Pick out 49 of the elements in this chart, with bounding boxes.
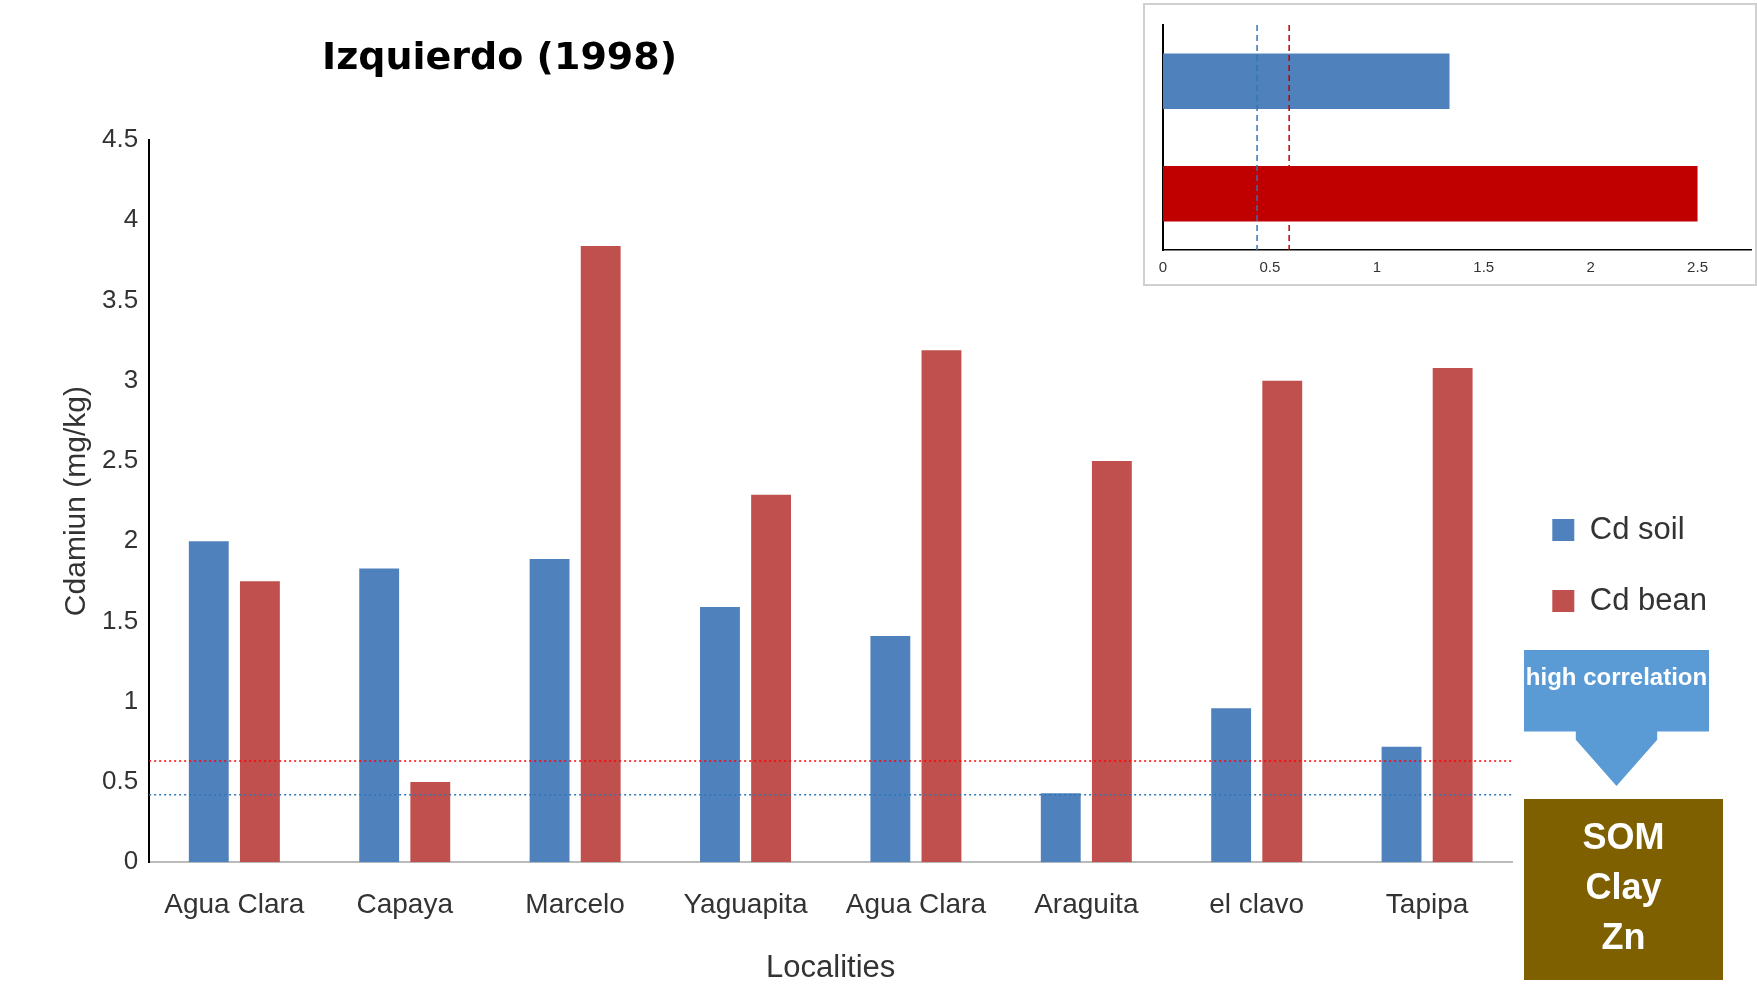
y-tick-label: 2 bbox=[123, 524, 139, 555]
x-tick-label: Capaya bbox=[356, 887, 454, 919]
bar bbox=[239, 581, 280, 863]
bar bbox=[1211, 708, 1252, 863]
text: Clay bbox=[1584, 865, 1663, 909]
x-tick-label: Agua Clara bbox=[845, 887, 987, 919]
bar bbox=[188, 541, 229, 863]
text: Zn bbox=[1600, 915, 1647, 959]
bar bbox=[751, 494, 792, 863]
x-tick-label: 0.5 bbox=[1259, 258, 1281, 276]
y-tick-label: 0 bbox=[123, 845, 139, 876]
x-tick-label: Yaguapita bbox=[683, 887, 808, 919]
bar bbox=[1432, 367, 1473, 863]
y-tick-label: 4 bbox=[123, 203, 139, 234]
y-tick-label: 4.5 bbox=[101, 123, 139, 154]
bar bbox=[1381, 746, 1422, 863]
bar bbox=[921, 350, 962, 863]
bar bbox=[1262, 380, 1303, 863]
y-tick-label: 0.5 bbox=[101, 765, 139, 796]
text: high correlation bbox=[1524, 662, 1709, 692]
bar bbox=[410, 781, 451, 863]
legend-label: Cd soil bbox=[1589, 510, 1685, 546]
y-tick-label: 1 bbox=[123, 684, 139, 715]
bar bbox=[1091, 460, 1132, 863]
x-tick-label: el clavo bbox=[1209, 887, 1305, 919]
x-tick-label: 1 bbox=[1372, 258, 1381, 276]
bar bbox=[359, 568, 400, 863]
bar bbox=[1040, 793, 1081, 863]
legend-label: Cd bean bbox=[1589, 581, 1708, 617]
x-tick-label: Tapipa bbox=[1385, 887, 1469, 919]
bar bbox=[870, 635, 911, 863]
x-tick-label: 2 bbox=[1586, 258, 1595, 276]
bar bbox=[529, 558, 570, 863]
chart-title: Izquierdo (1998) bbox=[322, 34, 678, 78]
x-tick-label: Araguita bbox=[1034, 887, 1139, 919]
y-tick-label: 2.5 bbox=[101, 444, 139, 475]
x-tick-label: 2.5 bbox=[1687, 258, 1708, 276]
x-tick-label: Marcelo bbox=[525, 887, 625, 919]
bar bbox=[580, 245, 621, 863]
y-tick-label: 1.5 bbox=[101, 604, 139, 635]
y-tick-label: 3 bbox=[123, 363, 139, 394]
x-tick-label: Agua Clara bbox=[164, 887, 305, 919]
x-tick-label: 1.5 bbox=[1473, 258, 1495, 276]
text: SOM bbox=[1581, 815, 1666, 859]
y-axis-title: Cdamiun (mg/kg) bbox=[58, 386, 92, 617]
bar bbox=[700, 607, 740, 863]
x-axis-title: Localities bbox=[766, 948, 896, 984]
x-tick-label: 0 bbox=[1158, 258, 1168, 276]
y-tick-label: 3.5 bbox=[101, 283, 139, 314]
